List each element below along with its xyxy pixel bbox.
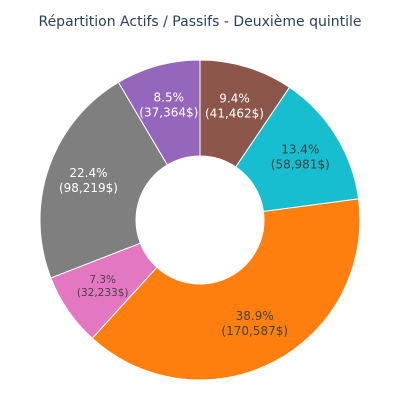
- slice-value-label: (32,233$): [77, 287, 129, 299]
- slice-percent-label: 9.4%: [219, 92, 250, 106]
- slice-value-label: (170,587$): [221, 324, 288, 338]
- donut-slice-4: [39, 81, 169, 279]
- slice-label-5: 8.5% (37,364$): [139, 91, 198, 120]
- slice-label-3: 7.3% (32,233$): [77, 274, 129, 299]
- slice-percent-label: 8.5%: [154, 91, 185, 105]
- slice-percent-label: 7.3%: [89, 274, 116, 286]
- chart-title: Répartition Actifs / Passifs - Deuxième …: [38, 14, 362, 30]
- slice-label-2: 38.9% (170,587$): [221, 309, 288, 338]
- slice-value-label: (37,364$): [139, 106, 198, 120]
- slice-percent-label: 22.4%: [69, 166, 107, 180]
- slice-label-4: 22.4% (98,219$): [59, 166, 118, 195]
- slice-label-1: 13.4% (58,981$): [271, 142, 330, 171]
- slice-percent-label: 38.9%: [236, 309, 274, 323]
- slice-label-0: 9.4% (41,462$): [205, 92, 264, 121]
- donut-slice-5: [117, 59, 201, 166]
- slice-value-label: (98,219$): [59, 181, 118, 195]
- slice-value-label: (58,981$): [271, 157, 330, 171]
- donut-slice-2: [91, 198, 361, 381]
- slice-value-label: (41,462$): [205, 107, 264, 121]
- slice-percent-label: 13.4%: [281, 142, 319, 156]
